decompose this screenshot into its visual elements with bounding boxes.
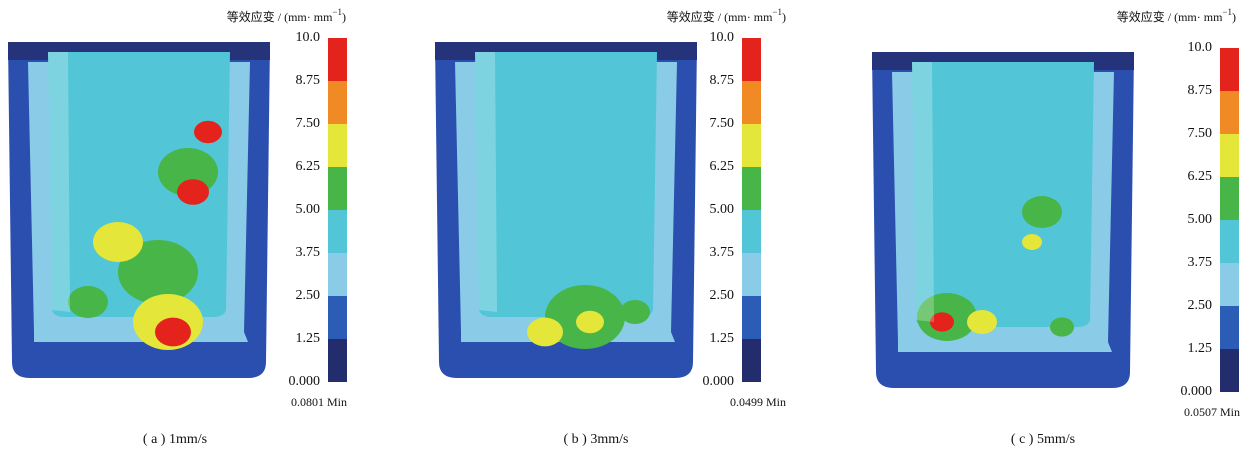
colorbar-tick-label: 2.50: [1188, 298, 1213, 313]
wall-shade: [475, 52, 497, 312]
cup-wall: [912, 62, 1094, 327]
colorbar-band: [1220, 263, 1239, 306]
unit-text: 等效应变 / (mm· mm: [227, 9, 333, 24]
strain-blob: [620, 300, 650, 324]
min-label: 0.0801 Min: [291, 395, 347, 409]
colorbar-band: [1220, 91, 1239, 134]
colorbar-band: [328, 81, 347, 124]
colorbar-tick-label: 7.50: [296, 116, 321, 131]
colorbar-tick-label: 1.25: [1188, 341, 1213, 356]
colorbar-tick-label: 5.00: [296, 202, 321, 217]
cup-wall: [475, 52, 657, 317]
min-label: 0.0507 Min: [1184, 405, 1240, 419]
unit-close: ): [1232, 10, 1236, 24]
wall-shade: [48, 52, 70, 312]
colorbar-band: [742, 81, 761, 124]
strain-blob: [1022, 196, 1062, 228]
unit-text: 等效应变 / (mm· mm: [1117, 9, 1223, 24]
strain-blob: [1022, 234, 1042, 250]
colorbar-band: [742, 339, 761, 382]
unit-text: 等效应变 / (mm· mm: [667, 9, 773, 24]
strain-blob: [527, 317, 563, 347]
caption: ( a ) 1mm/s: [143, 432, 207, 447]
colorbar-band: [1220, 134, 1239, 177]
colorbar-tick-label: 8.75: [710, 73, 735, 88]
colorbar-tick-label: 0.000: [289, 374, 321, 389]
strain-blob: [194, 120, 222, 144]
colorbar-tick-label: 2.50: [296, 288, 321, 303]
colorbar-tick-label: 10.0: [1188, 40, 1213, 55]
colorbar-band: [742, 124, 761, 167]
panel: 10.0 8.75 7.50 6.25 5.00 3.75 2.50 1.25 0.000 0.0…: [872, 7, 1240, 447]
colorbar-tick-label: 5.00: [710, 202, 735, 217]
contour-plot: [872, 52, 1134, 388]
colorbar-tick-label: 3.75: [296, 245, 321, 260]
colorbar-tick-label: 6.25: [296, 159, 321, 174]
unit-label: 等效应变 / (mm· mm−1): [1117, 7, 1236, 24]
colorbar-tick-label: 0.000: [703, 374, 735, 389]
caption: ( b ) 3mm/s: [564, 432, 629, 447]
contour-plot: [8, 42, 270, 378]
unit-label: 等效应变 / (mm· mm−1): [227, 7, 346, 24]
colorbar-band: [1220, 177, 1239, 220]
colorbar-band: [742, 167, 761, 210]
colorbar-band: [742, 210, 761, 253]
unit-sup: −1: [332, 7, 342, 17]
colorbar-band: [328, 339, 347, 382]
colorbar-band: [328, 124, 347, 167]
colorbar-tick-label: 5.00: [1188, 212, 1213, 227]
strain-blob: [1050, 317, 1074, 337]
strain-blob: [967, 310, 997, 334]
colorbar-band: [1220, 349, 1239, 392]
strain-blob: [68, 286, 108, 318]
unit-sup: −1: [772, 7, 782, 17]
colorbar-tick-label: 6.25: [1188, 169, 1213, 184]
colorbar-tick-label: 2.50: [710, 288, 735, 303]
colorbar-band: [328, 253, 347, 296]
contour-plot: [435, 42, 697, 378]
colorbar-band: [328, 296, 347, 339]
colorbar-tick-label: 0.000: [1181, 384, 1213, 399]
colorbar-band: [742, 38, 761, 81]
colorbar-tick-label: 8.75: [1188, 83, 1213, 98]
colorbar-band: [328, 38, 347, 81]
unit-close: ): [782, 10, 786, 24]
strain-blob: [576, 310, 604, 334]
strain-blob: [93, 222, 143, 262]
strain-blob: [930, 312, 954, 332]
colorbar-band: [1220, 220, 1239, 263]
colorbar-tick-label: 8.75: [296, 73, 321, 88]
colorbar-tick-label: 3.75: [1188, 255, 1213, 270]
colorbar-tick-label: 7.50: [710, 116, 735, 131]
colorbar-tick-label: 1.25: [296, 331, 321, 346]
unit-sup: −1: [1222, 7, 1232, 17]
colorbar-tick-label: 10.0: [296, 30, 321, 45]
colorbar-band: [742, 296, 761, 339]
wall-shade: [912, 62, 934, 322]
colorbar-tick-label: 10.0: [710, 30, 735, 45]
unit-close: ): [342, 10, 346, 24]
colorbar-band: [328, 167, 347, 210]
colorbar-tick-label: 7.50: [1188, 126, 1213, 141]
colorbar-tick-label: 1.25: [710, 331, 735, 346]
panel: 10.0 8.75 7.50 6.25 5.00 3.75 2.50 1.25 0.000 0.0…: [435, 7, 786, 447]
min-label: 0.0499 Min: [730, 395, 786, 409]
colorbar-band: [1220, 48, 1239, 91]
strain-blob: [155, 317, 191, 347]
colorbar-band: [742, 253, 761, 296]
colorbar-tick-label: 3.75: [710, 245, 735, 260]
panel: 10.0 8.75 7.50 6.25 5.00 3.75 2.50 1.25 0.000 0.0…: [8, 7, 347, 447]
colorbar-band: [1220, 306, 1239, 349]
caption: ( c ) 5mm/s: [1011, 432, 1075, 447]
strain-blob: [177, 179, 209, 205]
unit-label: 等效应变 / (mm· mm−1): [667, 7, 786, 24]
colorbar-band: [328, 210, 347, 253]
strain-blob: [118, 240, 198, 304]
colorbar-tick-label: 6.25: [710, 159, 735, 174]
